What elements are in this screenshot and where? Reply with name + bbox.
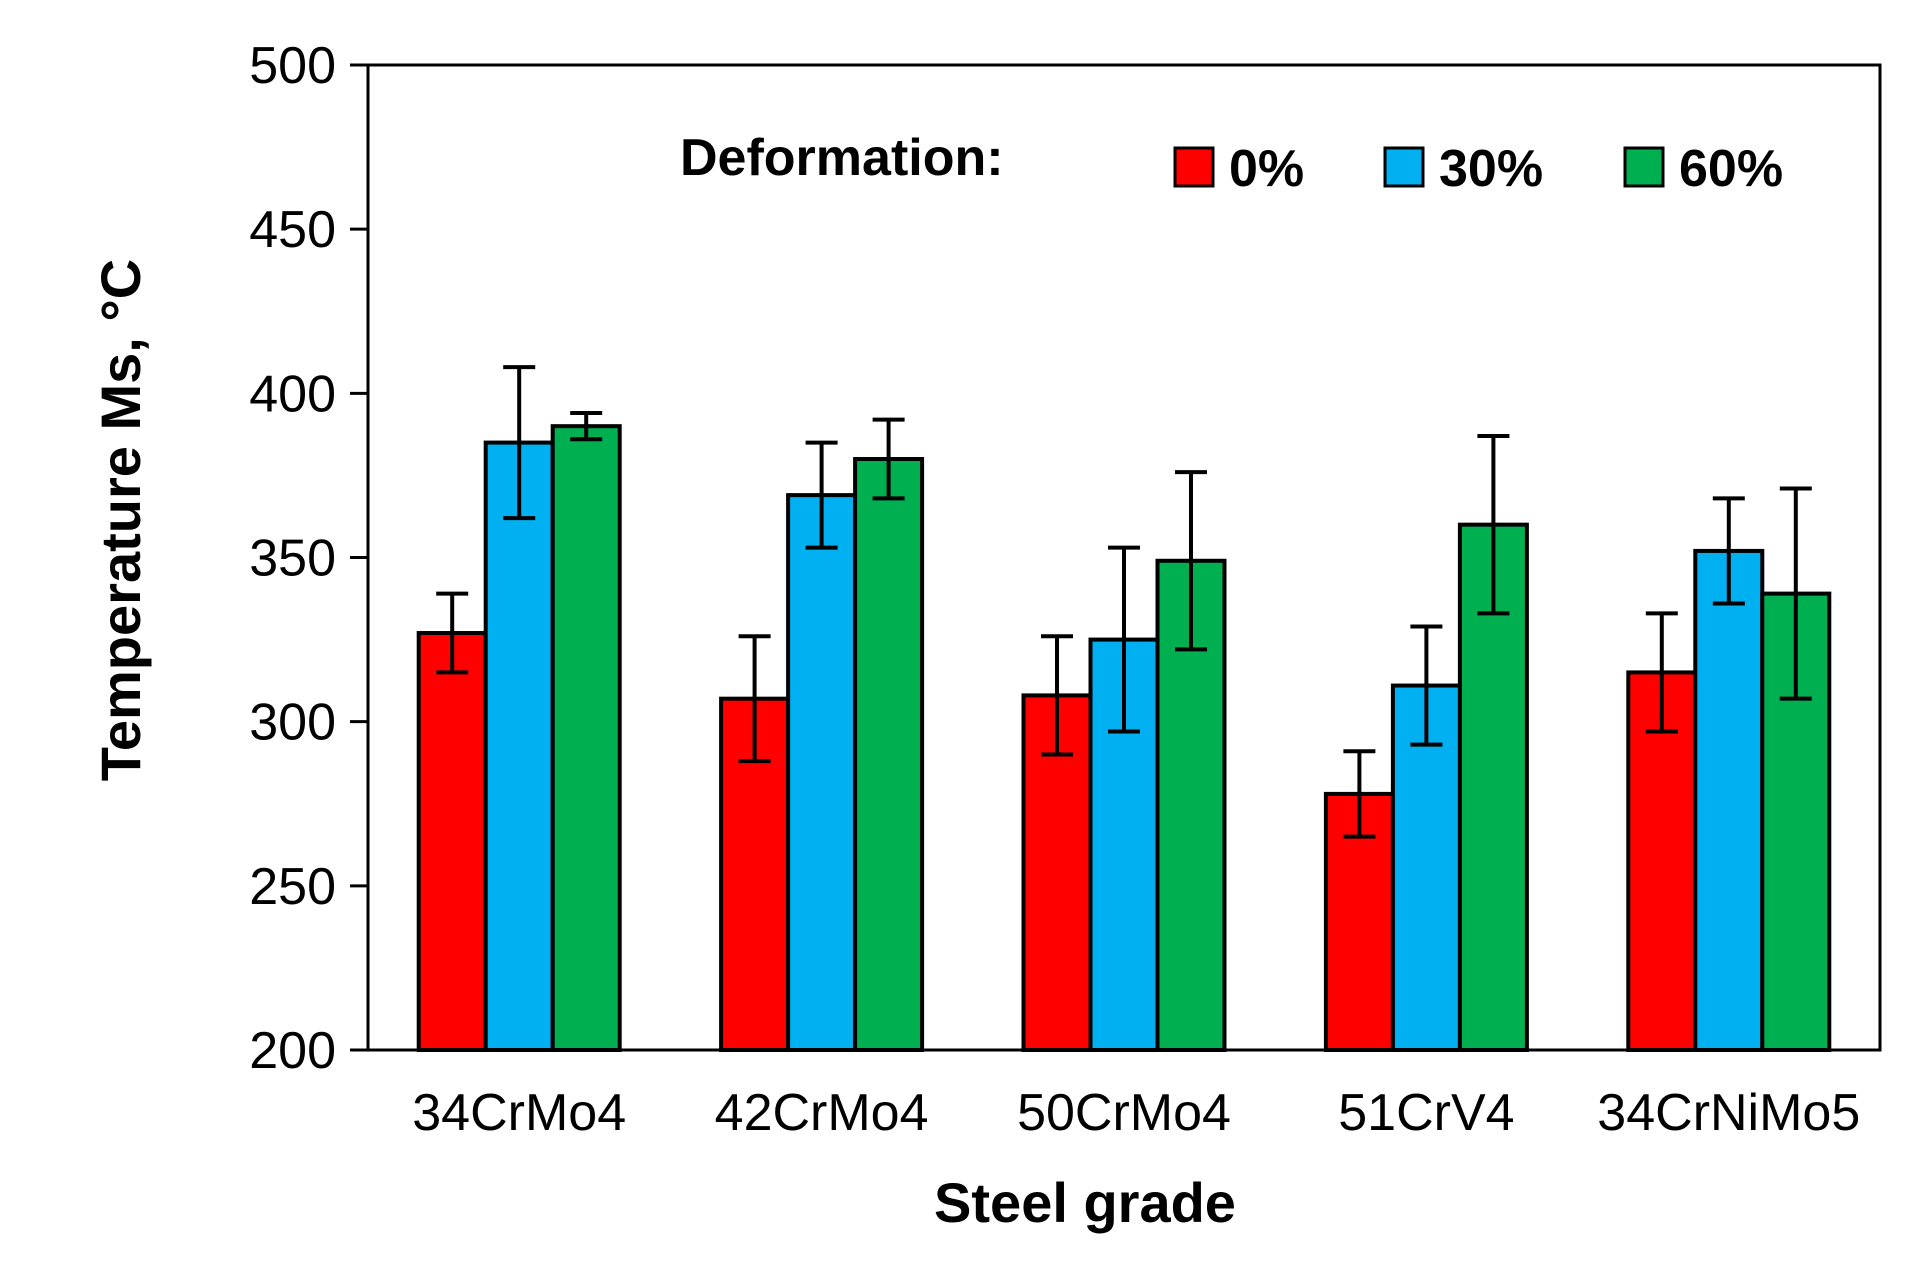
- bar: [416, 631, 488, 1052]
- axes-layer: 200 250 300 350 400 450 500 34CrMo4 42CrMo4 50CrM…: [249, 37, 1882, 1142]
- legend-label: 30%: [1439, 140, 1543, 198]
- y-tick-label: 450: [249, 201, 336, 259]
- bar: [1693, 548, 1765, 1053]
- bar: [786, 493, 858, 1053]
- legend-title: Deformation:: [680, 129, 1004, 187]
- y-tick-label: 200: [249, 1022, 336, 1080]
- legend-swatch: [1383, 146, 1425, 188]
- legend-label: 0%: [1229, 140, 1304, 198]
- y-tick-label: 400: [249, 365, 336, 423]
- legend: Deformation: 0% 30% 60%: [680, 129, 1783, 198]
- y-tick-label: 300: [249, 694, 336, 752]
- bars-layer: [416, 365, 1832, 1053]
- x-axis-title: Steel grade: [934, 1171, 1236, 1234]
- y-axis-title: Temperature Ms, °C: [89, 259, 152, 781]
- y-tick-label: 350: [249, 530, 336, 588]
- y-tick-label: 250: [249, 858, 336, 916]
- legend-label: 60%: [1679, 140, 1783, 198]
- x-tick-label: 51CrV4: [1338, 1084, 1514, 1142]
- plot-frame: [366, 63, 1882, 1052]
- bar: [483, 440, 555, 1053]
- bar: [853, 457, 925, 1052]
- y-tick-label: 500: [249, 37, 336, 95]
- x-tick-label: 50CrMo4: [1017, 1084, 1231, 1142]
- x-tick-label: 34CrNiMo5: [1597, 1084, 1860, 1142]
- legend-swatch: [1623, 146, 1665, 188]
- x-tick-label: 42CrMo4: [715, 1084, 929, 1142]
- bar: [550, 424, 622, 1052]
- legend-items: 0% 30% 60%: [1173, 140, 1783, 198]
- legend-swatch: [1173, 146, 1215, 188]
- x-tick-label: 34CrMo4: [412, 1084, 626, 1142]
